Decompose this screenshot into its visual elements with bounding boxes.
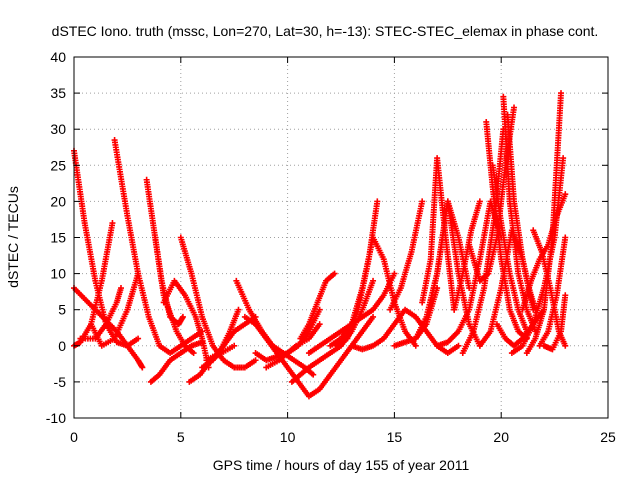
data-point-marker xyxy=(370,313,377,320)
y-tick-label: 25 xyxy=(50,157,66,173)
x-tick-label: 10 xyxy=(280,429,296,445)
y-tick-label: 5 xyxy=(58,302,66,318)
series-trace xyxy=(297,270,338,342)
y-tick-label: 40 xyxy=(50,49,66,65)
series-trace xyxy=(177,234,259,371)
x-tick-label: 25 xyxy=(600,429,616,445)
series-trace xyxy=(305,270,398,357)
chart-title: dSTEC Iono. truth (mssc, Lon=270, Lat=30… xyxy=(52,23,599,39)
x-tick-labels: 0 5 10 15 20 25 xyxy=(70,429,616,445)
series-trace xyxy=(540,292,569,353)
data-point-marker xyxy=(370,277,377,284)
data-point-marker xyxy=(419,198,426,205)
y-tick-label: 15 xyxy=(50,230,66,246)
x-tick-label: 5 xyxy=(177,429,185,445)
data-point-marker xyxy=(562,292,569,299)
data-point-marker xyxy=(109,220,116,227)
y-tick-label: -5 xyxy=(54,374,67,390)
y-tick-label: 30 xyxy=(50,121,66,137)
series-trace xyxy=(523,90,565,357)
series-trace xyxy=(263,321,323,371)
data-point-marker xyxy=(560,155,567,162)
data-point-marker xyxy=(374,198,381,205)
data-point-marker xyxy=(190,350,197,357)
series-trace xyxy=(419,155,458,313)
data-point-marker xyxy=(562,191,569,198)
data-point-marker xyxy=(562,342,569,349)
data-point-marker xyxy=(139,364,146,371)
data-point-marker xyxy=(391,270,398,277)
data-point-marker xyxy=(316,321,323,328)
data-point-marker xyxy=(179,313,186,320)
data-point-marker xyxy=(331,270,338,277)
x-axis-label: GPS time / hours of day 155 of year 2011 xyxy=(213,457,470,473)
data-point-marker xyxy=(231,342,238,349)
data-point-marker xyxy=(455,342,462,349)
data-point-marker xyxy=(252,357,259,364)
series-trace xyxy=(88,270,142,349)
data-point-marker xyxy=(476,198,483,205)
series-trace xyxy=(77,285,124,342)
data-points xyxy=(71,90,569,400)
series-trace xyxy=(489,162,530,335)
y-tick-label: 0 xyxy=(58,338,66,354)
x-tick-label: 20 xyxy=(493,429,509,445)
series-trace xyxy=(203,306,242,364)
y-tick-label: 20 xyxy=(50,193,66,209)
data-point-marker xyxy=(117,285,124,292)
series-trace xyxy=(387,198,426,313)
data-point-marker xyxy=(558,90,565,97)
series-trace xyxy=(333,198,381,349)
y-tick-label: -10 xyxy=(46,410,66,426)
series-trace xyxy=(425,198,473,313)
data-point-marker xyxy=(412,342,419,349)
data-point-marker xyxy=(310,371,317,378)
y-axis-label: dSTEC / TECUs xyxy=(5,186,21,288)
x-tick-label: 0 xyxy=(70,429,78,445)
series-trace xyxy=(111,137,206,357)
series-trace xyxy=(241,313,377,400)
series-trace xyxy=(152,234,186,328)
data-point-marker xyxy=(235,306,242,313)
x-tick-label: 15 xyxy=(387,429,403,445)
y-tick-label: 35 xyxy=(50,85,66,101)
y-tick-labels: -10 -5 0 5 10 15 20 25 30 35 40 xyxy=(46,49,66,426)
data-point-marker xyxy=(135,335,142,342)
data-point-marker xyxy=(562,234,569,241)
y-tick-label: 10 xyxy=(50,266,66,282)
series-trace xyxy=(71,220,116,349)
data-point-marker xyxy=(511,104,518,111)
axis-ticks xyxy=(73,56,609,419)
